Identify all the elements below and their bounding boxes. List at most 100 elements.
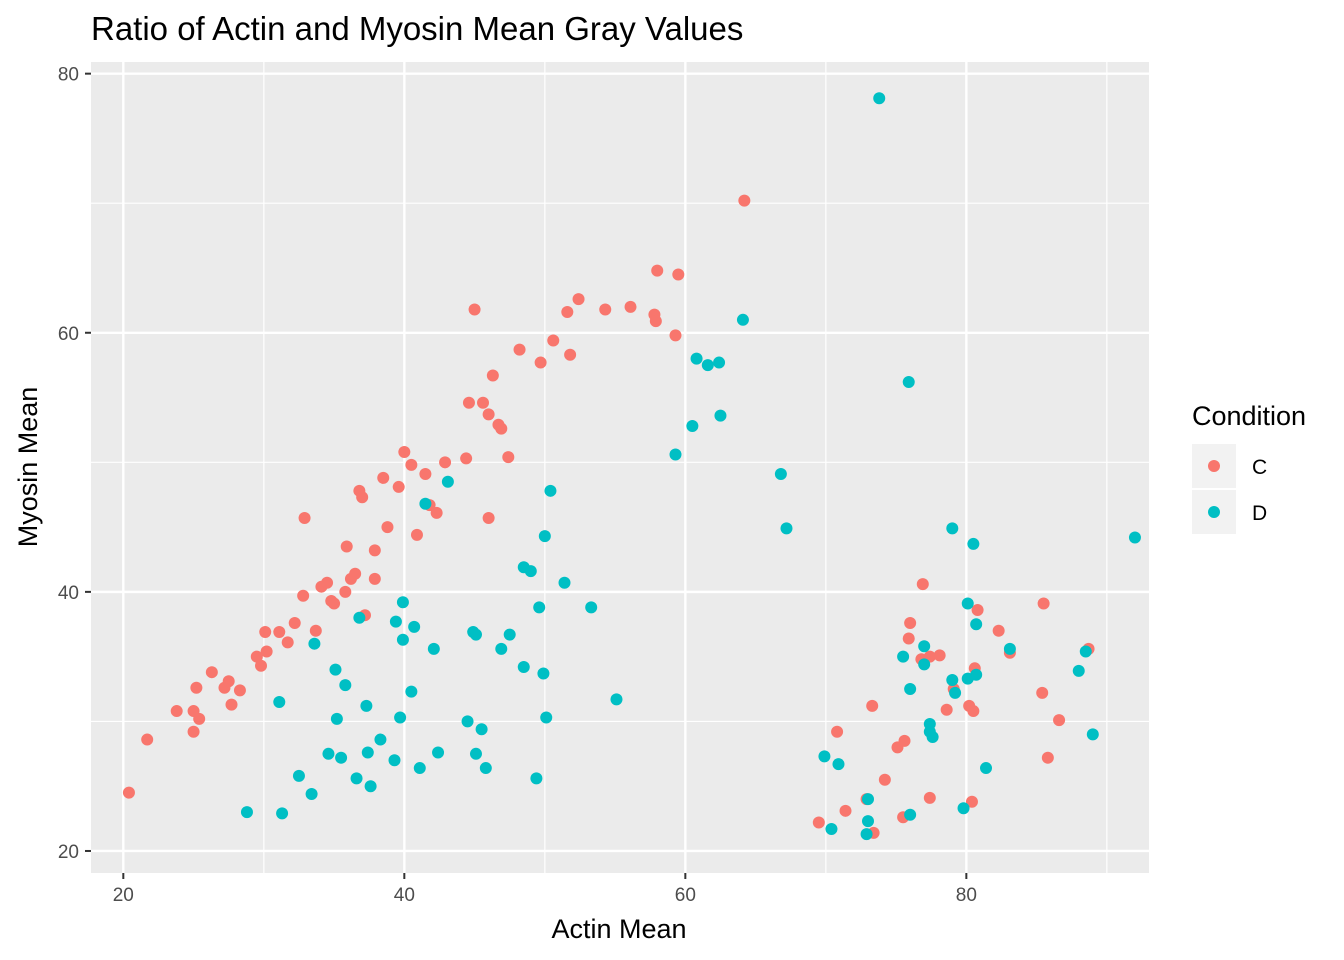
x-tick-label: 60 bbox=[675, 885, 696, 906]
point-d bbox=[330, 712, 343, 725]
point-d bbox=[967, 537, 980, 550]
point-c bbox=[738, 194, 751, 207]
point-d bbox=[388, 754, 401, 767]
point-c bbox=[298, 512, 311, 525]
point-d bbox=[714, 409, 727, 422]
point-c bbox=[878, 773, 891, 786]
point-d bbox=[475, 723, 488, 736]
point-c bbox=[965, 795, 978, 808]
point-c bbox=[561, 306, 574, 319]
point-c bbox=[468, 303, 481, 316]
point-d bbox=[364, 780, 377, 793]
point-d bbox=[350, 772, 363, 785]
point-c bbox=[356, 491, 369, 504]
point-c bbox=[349, 567, 362, 580]
point-d bbox=[413, 762, 426, 775]
point-c bbox=[669, 329, 682, 342]
point-c bbox=[225, 698, 238, 711]
point-c bbox=[564, 348, 577, 361]
point-d bbox=[530, 772, 543, 785]
point-c bbox=[971, 604, 984, 617]
point-d bbox=[240, 806, 253, 819]
data-points bbox=[122, 92, 1141, 841]
point-c bbox=[502, 451, 515, 464]
point-c bbox=[482, 408, 495, 421]
point-d bbox=[396, 633, 409, 646]
point-d bbox=[432, 746, 445, 759]
point-c bbox=[992, 624, 1005, 637]
point-d bbox=[897, 650, 910, 663]
point-d bbox=[469, 628, 482, 641]
point-d bbox=[774, 467, 787, 480]
point-d bbox=[780, 522, 793, 535]
point-c bbox=[1041, 751, 1054, 764]
point-c bbox=[309, 624, 322, 637]
point-d bbox=[292, 769, 305, 782]
point-c bbox=[170, 705, 183, 718]
point-c bbox=[297, 589, 310, 602]
point-d bbox=[918, 640, 931, 653]
point-c bbox=[273, 626, 286, 639]
point-d bbox=[1086, 728, 1099, 741]
point-d bbox=[873, 92, 886, 105]
point-c bbox=[328, 597, 341, 610]
point-d bbox=[1003, 642, 1016, 655]
point-c bbox=[933, 649, 946, 662]
point-d bbox=[904, 808, 917, 821]
legend-title: Condition bbox=[1192, 401, 1306, 431]
legend-label-c: C bbox=[1252, 456, 1267, 479]
point-c bbox=[460, 452, 473, 465]
point-d bbox=[736, 313, 749, 326]
point-d bbox=[517, 661, 530, 674]
point-d bbox=[961, 597, 974, 610]
point-c bbox=[1053, 714, 1066, 727]
x-tick-label: 40 bbox=[394, 885, 415, 906]
point-c bbox=[1036, 686, 1049, 699]
point-c bbox=[902, 632, 915, 645]
point-c bbox=[122, 786, 135, 799]
point-c bbox=[916, 578, 929, 591]
point-d bbox=[544, 484, 557, 497]
point-c bbox=[321, 576, 334, 589]
legend: Condition CD bbox=[1192, 401, 1306, 534]
point-c bbox=[255, 659, 268, 672]
point-c bbox=[260, 645, 273, 658]
point-c bbox=[599, 303, 612, 316]
point-c bbox=[513, 343, 526, 356]
legend-key-marker-d bbox=[1208, 506, 1220, 518]
point-d bbox=[396, 596, 409, 609]
point-c bbox=[187, 725, 200, 738]
point-d bbox=[360, 699, 373, 712]
point-c bbox=[190, 681, 203, 694]
point-d bbox=[533, 601, 546, 614]
point-d bbox=[441, 475, 454, 488]
major-gridlines bbox=[91, 62, 1149, 873]
point-c bbox=[672, 268, 685, 281]
point-c bbox=[439, 456, 452, 469]
point-d bbox=[970, 668, 983, 681]
point-d bbox=[669, 448, 682, 461]
point-d bbox=[701, 359, 714, 372]
point-c bbox=[839, 804, 852, 817]
point-c bbox=[288, 616, 301, 629]
point-c bbox=[381, 521, 394, 534]
point-d bbox=[276, 807, 289, 820]
point-d bbox=[495, 642, 508, 655]
point-d bbox=[904, 683, 917, 696]
point-d bbox=[405, 685, 418, 698]
point-c bbox=[377, 471, 390, 484]
point-d bbox=[353, 611, 366, 624]
point-d bbox=[918, 658, 931, 671]
point-d bbox=[957, 802, 970, 815]
point-d bbox=[558, 576, 571, 589]
point-c bbox=[812, 816, 825, 829]
point-d bbox=[946, 673, 959, 686]
point-d bbox=[860, 828, 873, 841]
point-c bbox=[233, 684, 246, 697]
point-d bbox=[825, 822, 838, 835]
point-d bbox=[1072, 664, 1085, 677]
point-c bbox=[651, 264, 664, 277]
point-c bbox=[398, 445, 411, 458]
point-d bbox=[469, 747, 482, 760]
point-c bbox=[1037, 597, 1050, 610]
